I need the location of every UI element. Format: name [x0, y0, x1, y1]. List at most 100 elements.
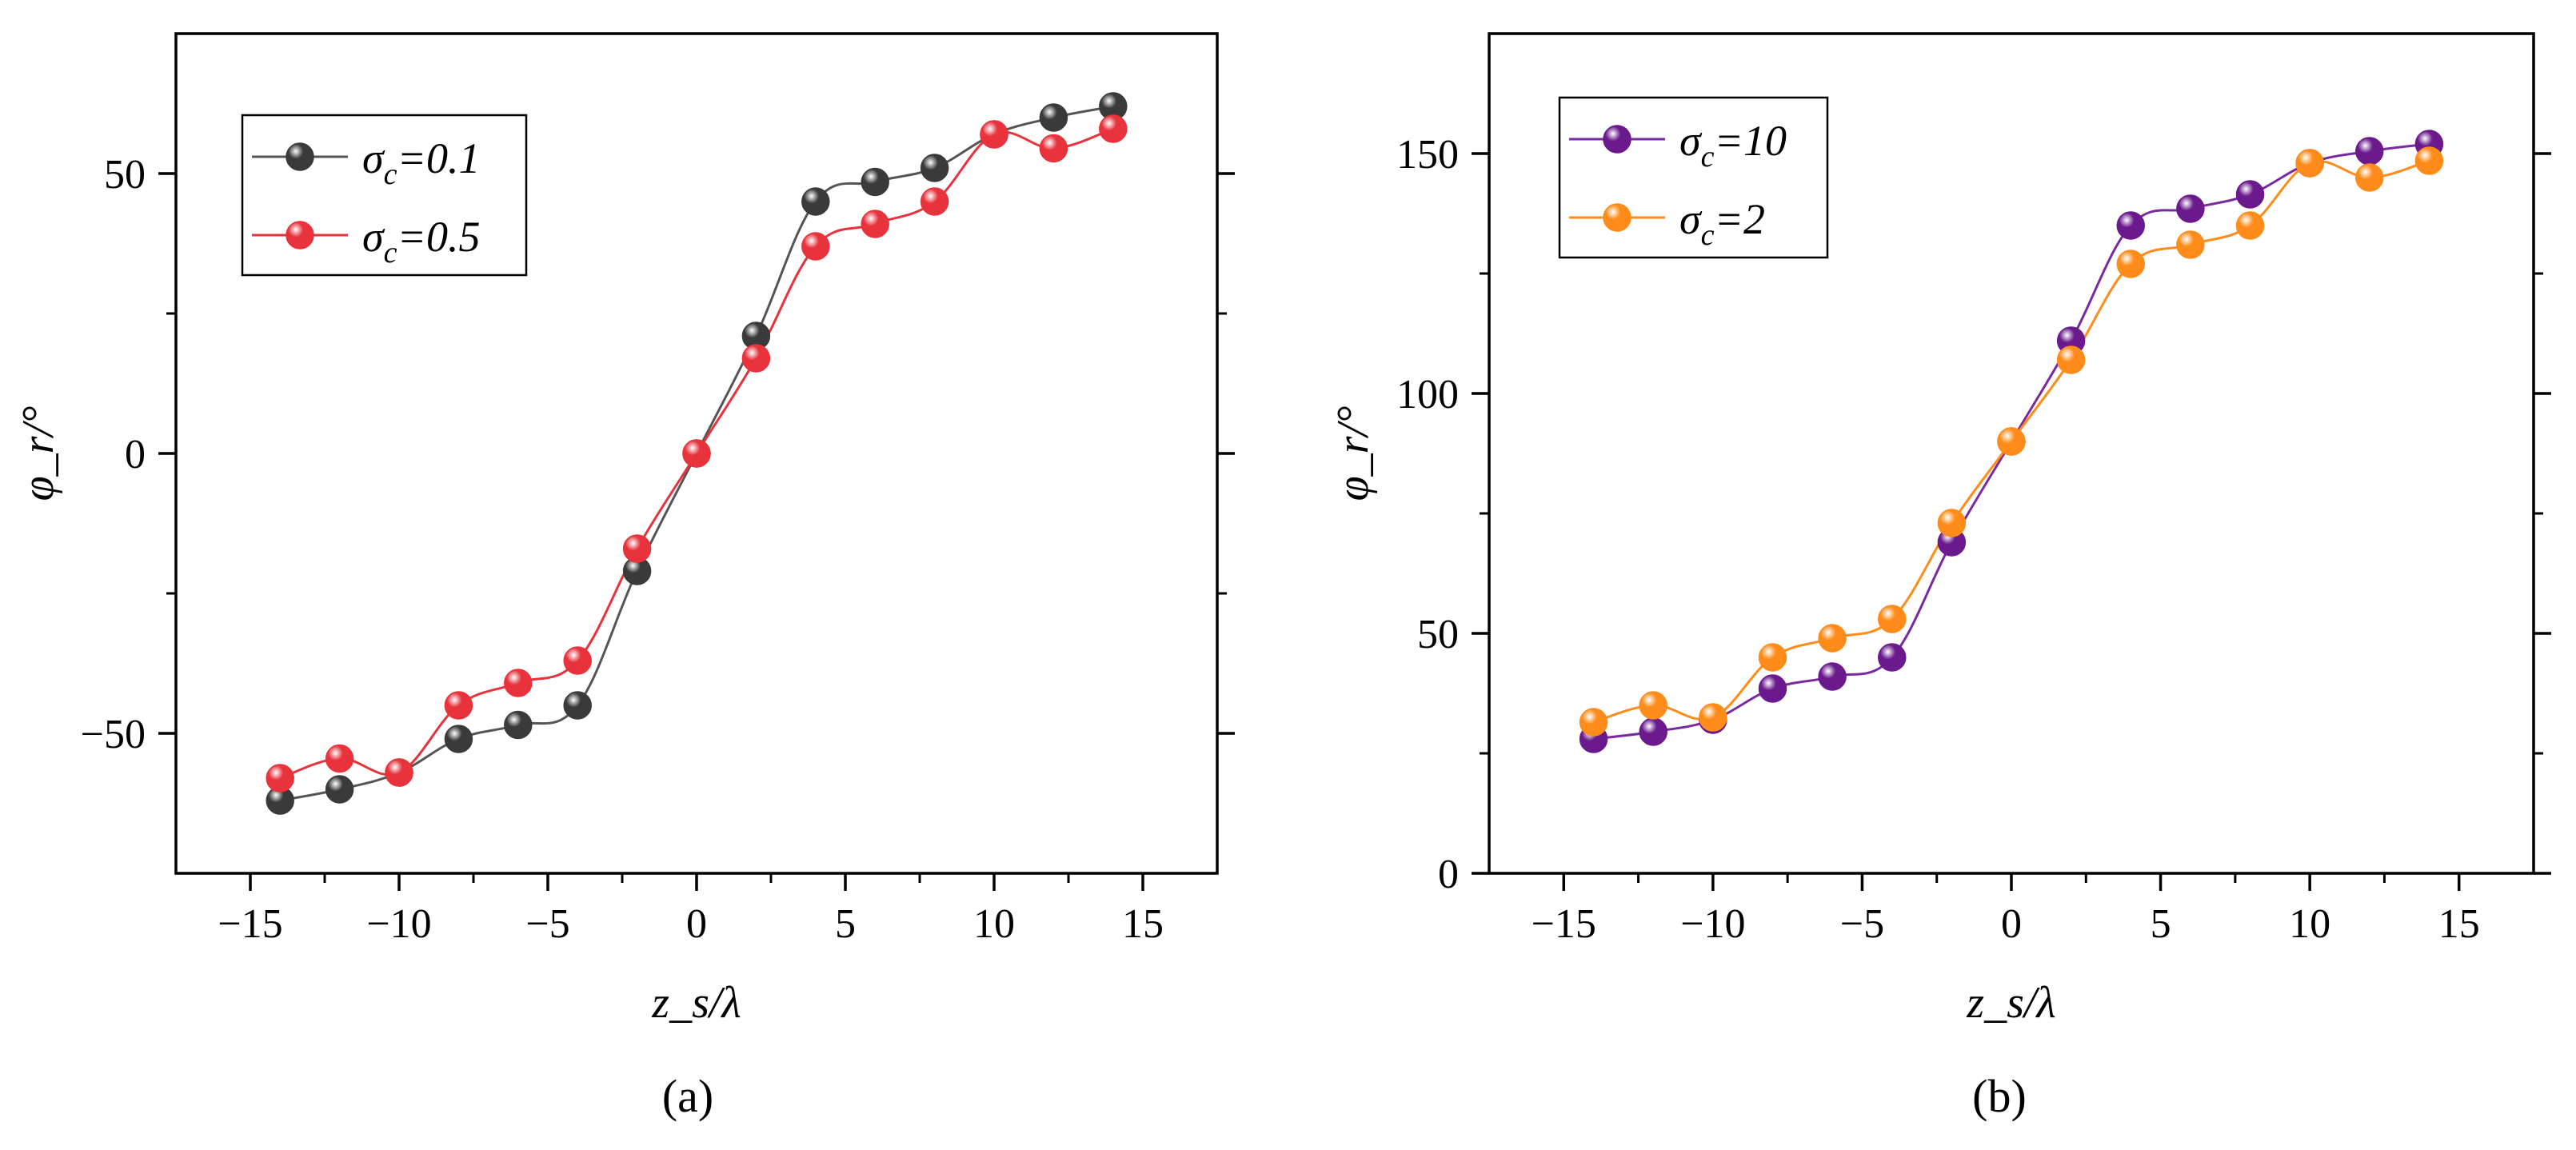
data-point [325, 744, 354, 773]
y-tick-label: 0 [1438, 852, 1459, 897]
data-point [266, 764, 294, 793]
data-point [2056, 345, 2086, 374]
legend: σc=0.1σc=0.5 [241, 114, 528, 277]
legend-label: σc=10 [1679, 117, 1787, 174]
data-point [2116, 250, 2146, 278]
y-tick-label: −50 [81, 712, 146, 757]
x-tick-label: 5 [835, 901, 856, 947]
legend-symbol: σ [1679, 195, 1703, 243]
data-point [2295, 149, 2324, 178]
legend-marker [286, 142, 314, 171]
data-point [920, 154, 949, 182]
y-axis-label: φ_r/° [14, 406, 63, 501]
data-point [1818, 624, 1847, 653]
data-point [2355, 163, 2384, 192]
x-tick-label: −5 [525, 901, 569, 947]
x-tick-label: 0 [2001, 901, 2022, 947]
legend-subscript: c [384, 236, 397, 270]
data-point [563, 646, 592, 675]
panel-caption: (b) [1972, 1070, 2027, 1122]
data-point [444, 691, 473, 720]
x-tick-label: −10 [366, 901, 431, 947]
legend-marker [1603, 203, 1631, 232]
data-point [682, 439, 711, 468]
data-point [1877, 643, 1907, 672]
x-tick-label: 10 [973, 901, 1015, 947]
data-point [504, 669, 533, 697]
y-tick-label: 50 [1417, 612, 1459, 657]
legend-symbol: σ [362, 213, 385, 261]
legend-label: σc=0.5 [362, 213, 480, 270]
data-point [1818, 662, 1847, 691]
legend-box [1558, 96, 1829, 259]
data-point [2355, 137, 2384, 166]
data-point [1579, 708, 1608, 737]
data-point [2414, 146, 2444, 175]
data-point [504, 710, 533, 740]
data-point [2116, 211, 2146, 240]
data-point [1639, 717, 1667, 746]
data-point [1758, 674, 1787, 703]
data-point [563, 691, 592, 720]
legend-value: =2 [1715, 195, 1765, 243]
x-tick-label: 0 [686, 901, 707, 947]
x-tick-label: −15 [218, 901, 282, 947]
data-point [980, 120, 1008, 149]
x-axis-label: z_s/λ [651, 978, 741, 1028]
data-point [1039, 134, 1068, 163]
x-tick-label: −5 [1840, 901, 1884, 947]
legend-subscript: c [1701, 140, 1715, 174]
data-point [2235, 211, 2265, 240]
data-point [622, 534, 652, 563]
y-tick-label: 0 [125, 432, 146, 477]
x-tick-label: 10 [2289, 901, 2330, 947]
data-point [444, 725, 473, 753]
data-point [1699, 703, 1727, 732]
data-point [1758, 643, 1787, 672]
legend-marker [286, 221, 314, 250]
data-point [801, 232, 830, 261]
x-tick-label: 15 [2438, 901, 2480, 947]
legend-label: σc=0.1 [362, 134, 480, 191]
series-1-points [1579, 146, 2444, 737]
data-point [1039, 103, 1068, 132]
legend-value: =10 [1715, 117, 1787, 165]
x-axis-label: z_s/λ [1966, 978, 2055, 1028]
chart-panel-a: −15 −10 −5 0 5 10 15−50050z_s/λφ_r/°(a)σc=0.1σ… [14, 32, 1235, 1122]
legend-value: =0.1 [397, 134, 481, 182]
chart-panel-b: −15 −10 −5 0 5 10 15050100150z_s/λφ_r/°(b)σc=1… [1328, 32, 2551, 1122]
legend-label: σc=2 [1679, 195, 1765, 252]
data-point [920, 187, 949, 216]
data-point [1937, 509, 1967, 537]
data-point [385, 758, 413, 787]
y-tick-label: 150 [1396, 132, 1459, 178]
data-point [801, 187, 830, 216]
x-tick-label: 15 [1122, 901, 1164, 947]
legend-value: =0.5 [397, 213, 481, 261]
legend-box [241, 114, 528, 277]
data-point [2235, 180, 2265, 209]
data-point [1099, 114, 1128, 143]
y-tick-label: 100 [1396, 372, 1459, 417]
data-point [2176, 194, 2205, 223]
legend-subscript: c [384, 158, 397, 191]
data-point [1997, 427, 2026, 456]
data-point [2176, 230, 2205, 259]
legend-symbol: σ [1679, 117, 1703, 165]
y-tick-label: 50 [104, 152, 146, 198]
legend-subscript: c [1701, 218, 1715, 252]
data-point [1877, 605, 1907, 633]
x-tick-label: −15 [1532, 901, 1596, 947]
data-point [741, 344, 771, 373]
x-tick-label: −10 [1680, 901, 1745, 947]
data-point [325, 775, 354, 804]
data-point [1639, 691, 1667, 720]
y-axis-label: φ_r/° [1328, 406, 1378, 501]
data-point [861, 210, 889, 238]
legend-marker [1603, 125, 1631, 154]
series-1-points [266, 114, 1128, 793]
legend-symbol: σ [362, 134, 385, 182]
data-point [861, 167, 889, 197]
